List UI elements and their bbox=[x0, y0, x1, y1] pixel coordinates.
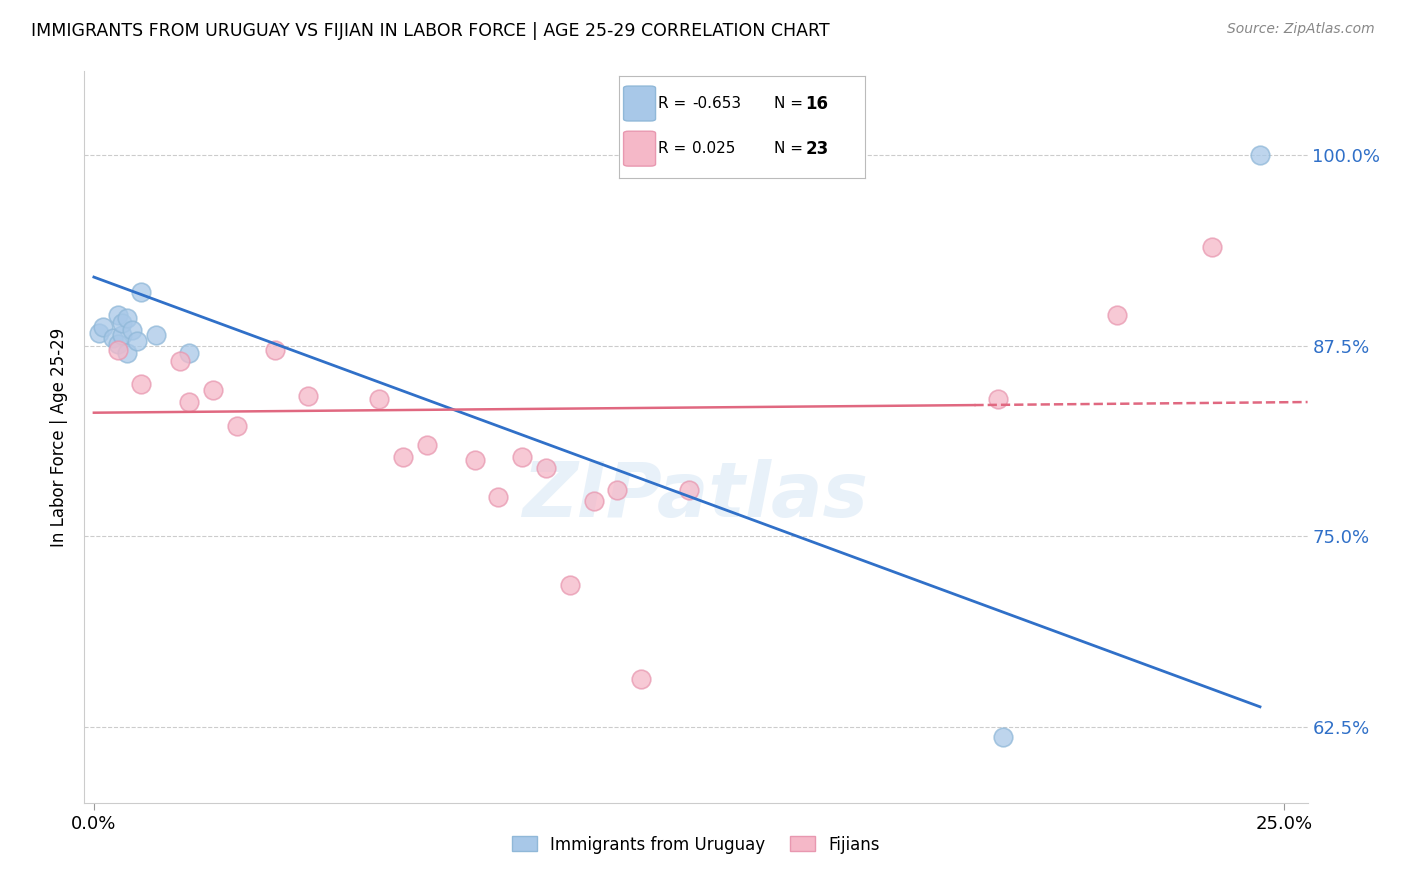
Point bbox=[101, 331, 124, 345]
Legend: Immigrants from Uruguay, Fijians: Immigrants from Uruguay, Fijians bbox=[505, 829, 887, 860]
Text: Source: ZipAtlas.com: Source: ZipAtlas.com bbox=[1227, 22, 1375, 37]
Point bbox=[177, 346, 200, 360]
Point bbox=[177, 395, 200, 409]
Point bbox=[145, 328, 167, 343]
Point bbox=[111, 316, 134, 330]
Point bbox=[107, 337, 129, 351]
Point bbox=[1249, 148, 1271, 162]
Point bbox=[93, 320, 115, 334]
Point bbox=[582, 494, 605, 508]
Point bbox=[678, 483, 700, 498]
Point bbox=[368, 392, 391, 406]
Point bbox=[263, 343, 285, 358]
Point bbox=[87, 326, 110, 341]
Text: 0.025: 0.025 bbox=[692, 141, 735, 156]
Point bbox=[107, 308, 129, 322]
Point bbox=[107, 343, 129, 358]
Point bbox=[131, 285, 153, 300]
Point bbox=[630, 673, 652, 687]
Point bbox=[225, 419, 247, 434]
FancyBboxPatch shape bbox=[624, 131, 655, 166]
Text: IMMIGRANTS FROM URUGUAY VS FIJIAN IN LABOR FORCE | AGE 25-29 CORRELATION CHART: IMMIGRANTS FROM URUGUAY VS FIJIAN IN LAB… bbox=[31, 22, 830, 40]
Point bbox=[115, 346, 138, 360]
Point bbox=[125, 334, 148, 348]
Point bbox=[297, 389, 319, 403]
Text: 16: 16 bbox=[806, 95, 828, 112]
Y-axis label: In Labor Force | Age 25-29: In Labor Force | Age 25-29 bbox=[51, 327, 69, 547]
Point bbox=[115, 311, 138, 326]
Point bbox=[169, 354, 191, 368]
Text: 23: 23 bbox=[806, 140, 830, 158]
Point bbox=[464, 453, 486, 467]
Text: R =: R = bbox=[658, 96, 692, 111]
Point bbox=[1201, 239, 1223, 253]
Point bbox=[201, 383, 224, 397]
Text: ZIPatlas: ZIPatlas bbox=[523, 458, 869, 533]
FancyBboxPatch shape bbox=[624, 87, 655, 121]
Text: R =: R = bbox=[658, 141, 696, 156]
Point bbox=[558, 578, 581, 592]
Point bbox=[121, 323, 143, 337]
Text: N =: N = bbox=[773, 141, 807, 156]
Point bbox=[131, 376, 153, 391]
Point bbox=[510, 450, 533, 464]
Point bbox=[606, 483, 628, 498]
Text: N =: N = bbox=[773, 96, 807, 111]
Text: -0.653: -0.653 bbox=[692, 96, 741, 111]
Point bbox=[111, 328, 134, 343]
Point bbox=[488, 490, 510, 504]
Point bbox=[1107, 308, 1129, 322]
Point bbox=[392, 450, 415, 464]
Point bbox=[987, 392, 1010, 406]
Point bbox=[991, 731, 1014, 745]
Point bbox=[416, 438, 439, 452]
Point bbox=[534, 460, 557, 475]
